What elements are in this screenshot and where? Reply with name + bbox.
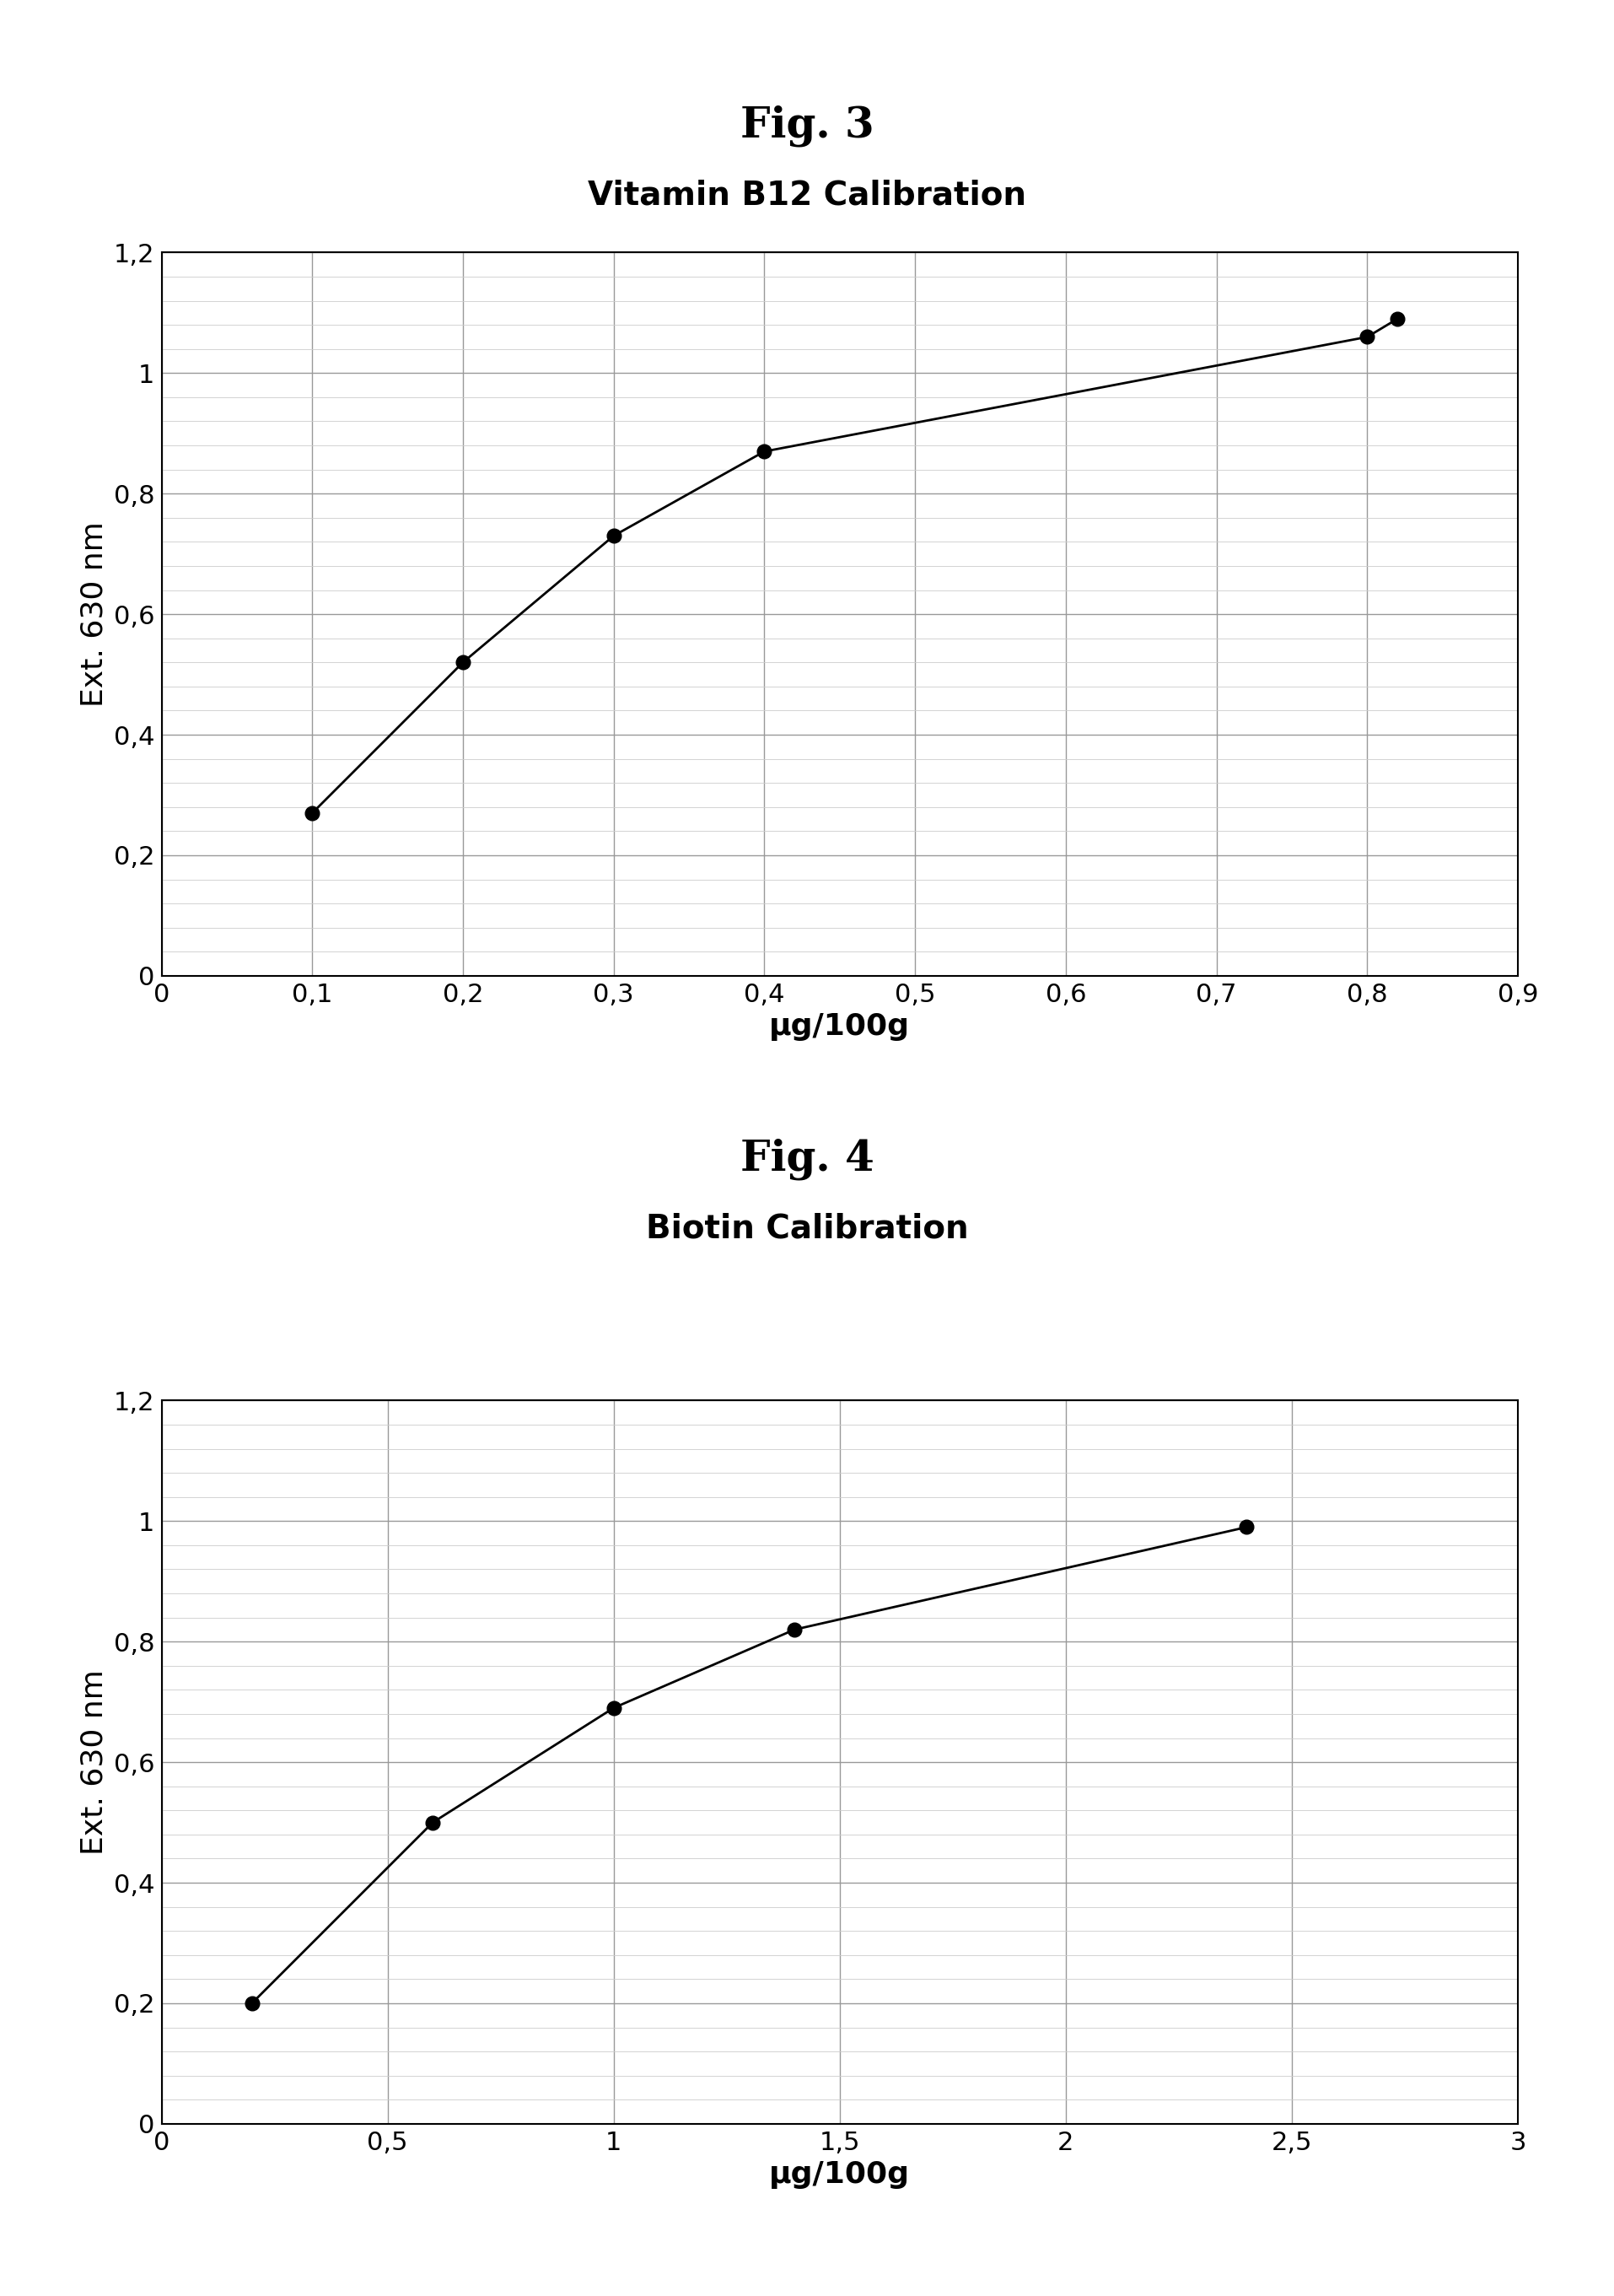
Y-axis label: Ext. 630 nm: Ext. 630 nm [81, 521, 108, 707]
X-axis label: μg/100g: μg/100g [768, 2161, 910, 2188]
Text: Biotin Calibration: Biotin Calibration [646, 1212, 968, 1244]
Text: Fig. 4: Fig. 4 [741, 1139, 873, 1180]
Y-axis label: Ext. 630 nm: Ext. 630 nm [81, 1669, 108, 1855]
X-axis label: μg/100g: μg/100g [768, 1013, 910, 1040]
Text: Fig. 3: Fig. 3 [741, 106, 873, 147]
Text: Vitamin B12 Calibration: Vitamin B12 Calibration [587, 179, 1027, 211]
